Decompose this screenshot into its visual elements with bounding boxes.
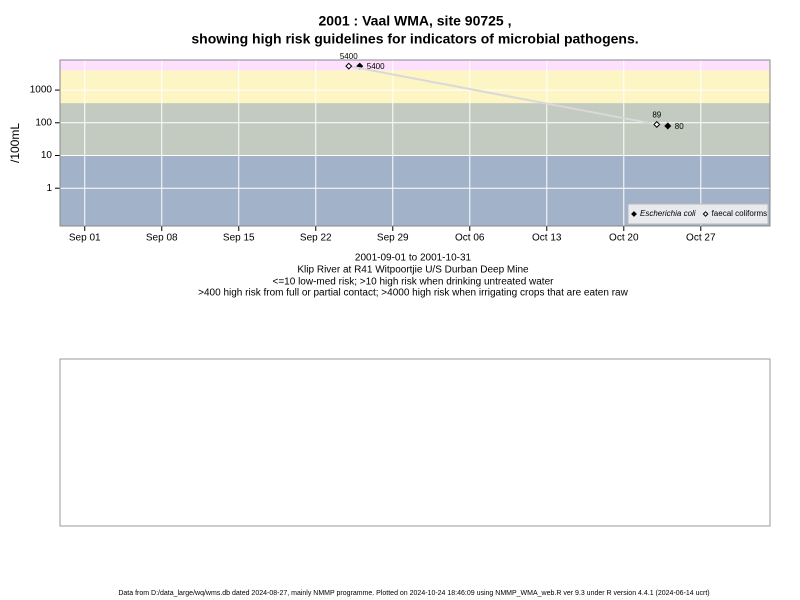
y-tick-label: 1000: [30, 85, 53, 96]
x-tick-label: Oct 13: [532, 233, 562, 244]
legend-label: faecal coliforms: [712, 209, 768, 218]
risk-band: [60, 70, 770, 104]
data-label: 5400: [367, 62, 385, 71]
x-tick-label: Sep 15: [223, 233, 255, 244]
subtitle: Klip River at R41 Witpoortjie U/S Durban…: [297, 265, 529, 276]
empty-panel: [59, 358, 771, 527]
x-tick-label: Sep 22: [300, 233, 332, 244]
legend-marker: [702, 211, 709, 217]
subtitle: 2001-09-01 to 2001-10-31: [355, 253, 472, 264]
risk-band: [60, 103, 770, 156]
x-tick-label: Sep 29: [377, 233, 409, 244]
chart-title: showing high risk guidelines for indicat…: [191, 31, 638, 47]
footer: Data from D:/data_large/wq/wms.db dated …: [118, 590, 709, 597]
legend-marker: [631, 211, 637, 217]
plot-frame: [59, 59, 771, 227]
legend-box: [627, 203, 769, 225]
data-point: [653, 120, 661, 128]
data-label: 89: [652, 111, 661, 120]
y-axis-label: /100mL: [8, 123, 22, 163]
data-label: 80: [675, 122, 684, 131]
subtitle: >400 high risk from full or partial cont…: [198, 288, 628, 299]
series-line: [348, 65, 657, 126]
data-point: [345, 62, 353, 70]
y-tick-label: 10: [41, 150, 53, 161]
x-tick-label: Sep 08: [146, 233, 178, 244]
x-tick-label: Oct 20: [609, 233, 639, 244]
x-tick-label: Oct 27: [686, 233, 716, 244]
subtitle: <=10 low-med risk; >10 high risk when dr…: [273, 277, 555, 288]
y-tick-label: 1: [46, 183, 52, 194]
data-label: 5400: [340, 52, 358, 61]
data-point: [664, 122, 672, 130]
x-tick-label: Sep 01: [69, 233, 101, 244]
chart-title: 2001 : Vaal WMA, site 90725 ,: [319, 13, 512, 29]
legend-label: Escherichia coli: [640, 209, 696, 218]
risk-band: [60, 60, 770, 71]
x-tick-label: Oct 06: [455, 233, 485, 244]
y-tick-label: 100: [35, 117, 52, 128]
